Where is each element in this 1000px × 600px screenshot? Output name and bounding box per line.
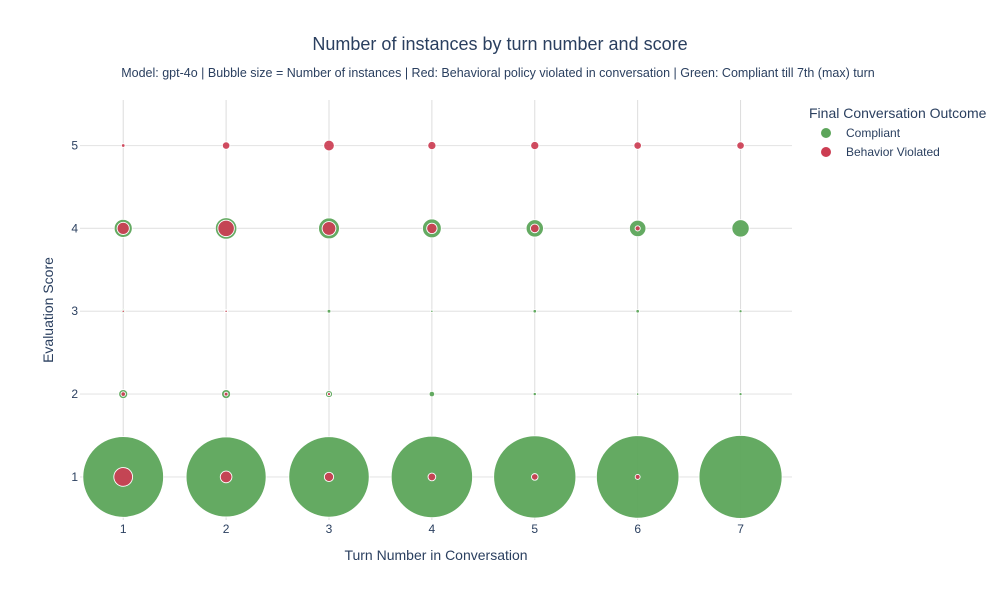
violated-bubble[interactable] [323, 471, 335, 483]
violated-bubble[interactable] [530, 140, 540, 151]
y-axis-ticks: 1 2 3 4 5 [71, 139, 78, 484]
violated-bubble[interactable] [634, 225, 641, 232]
y-tick-label: 1 [71, 470, 78, 484]
violated-bubble[interactable] [427, 140, 437, 151]
legend-item-compliant[interactable]: Compliant [821, 126, 901, 140]
compliant-bubble[interactable] [738, 309, 743, 314]
y-tick-label: 2 [71, 387, 78, 401]
compliant-bubble[interactable] [698, 435, 783, 519]
compliant-bubble[interactable] [636, 392, 640, 396]
x-axis-ticks: 1 2 3 4 5 6 7 [120, 522, 744, 536]
compliant-bubble[interactable] [430, 309, 434, 313]
violated-bubble[interactable] [529, 223, 540, 234]
x-axis-title: Turn Number in Conversation [344, 547, 527, 563]
violated-bubble[interactable] [116, 221, 130, 235]
violated-bubble[interactable] [224, 309, 228, 313]
violated-bubble[interactable] [321, 221, 337, 236]
violated-bubble[interactable] [121, 309, 125, 313]
compliant-bubble[interactable] [731, 219, 750, 238]
x-tick-label: 2 [223, 522, 230, 536]
x-tick-label: 1 [120, 522, 127, 536]
x-tick-label: 4 [429, 522, 436, 536]
y-tick-label: 5 [71, 139, 78, 153]
violated-bubble[interactable] [426, 222, 438, 235]
legend-title: Final Conversation Outcome [809, 105, 987, 121]
compliant-bubble[interactable] [428, 390, 436, 398]
violated-bubble[interactable] [219, 470, 233, 484]
violated-bubble[interactable] [217, 219, 235, 238]
series-behavior-violated [113, 139, 745, 487]
y-axis-title: Evaluation Score [40, 257, 56, 363]
legend-label-compliant: Compliant [846, 126, 901, 140]
legend-marker-behavior-violated [821, 147, 831, 157]
violated-bubble[interactable] [633, 141, 642, 150]
bubbles-layer [82, 139, 783, 519]
violated-bubble[interactable] [323, 139, 335, 152]
x-tick-label: 7 [737, 522, 744, 536]
violated-bubble[interactable] [113, 467, 134, 487]
x-tick-label: 3 [326, 522, 333, 536]
legend-marker-compliant [821, 128, 831, 138]
series-compliant [82, 217, 783, 519]
y-tick-label: 3 [71, 304, 78, 318]
legend-item-behavior-violated[interactable]: Behavior Violated [821, 145, 940, 159]
violated-bubble[interactable] [327, 392, 331, 397]
legend-label-behavior-violated: Behavior Violated [846, 145, 940, 159]
x-tick-label: 6 [634, 522, 641, 536]
y-tick-label: 4 [71, 221, 78, 235]
compliant-bubble[interactable] [635, 309, 640, 314]
violated-bubble[interactable] [223, 391, 229, 397]
compliant-bubble[interactable] [532, 392, 537, 397]
violated-bubble[interactable] [221, 141, 231, 150]
chart-subtitle: Model: gpt-4o | Bubble size = Number of … [121, 66, 875, 80]
violated-bubble[interactable] [736, 141, 745, 150]
violated-bubble[interactable] [120, 391, 126, 397]
chart-title: Number of instances by turn number and s… [312, 34, 687, 54]
violated-bubble[interactable] [531, 473, 539, 481]
legend: Final Conversation Outcome Compliant Beh… [809, 105, 987, 159]
compliant-bubble[interactable] [738, 392, 743, 397]
violated-bubble[interactable] [120, 143, 126, 148]
violated-bubble[interactable] [634, 474, 641, 480]
compliant-bubble[interactable] [326, 309, 332, 314]
violated-bubble[interactable] [427, 472, 437, 482]
compliant-bubble[interactable] [532, 309, 537, 314]
x-tick-label: 5 [531, 522, 538, 536]
